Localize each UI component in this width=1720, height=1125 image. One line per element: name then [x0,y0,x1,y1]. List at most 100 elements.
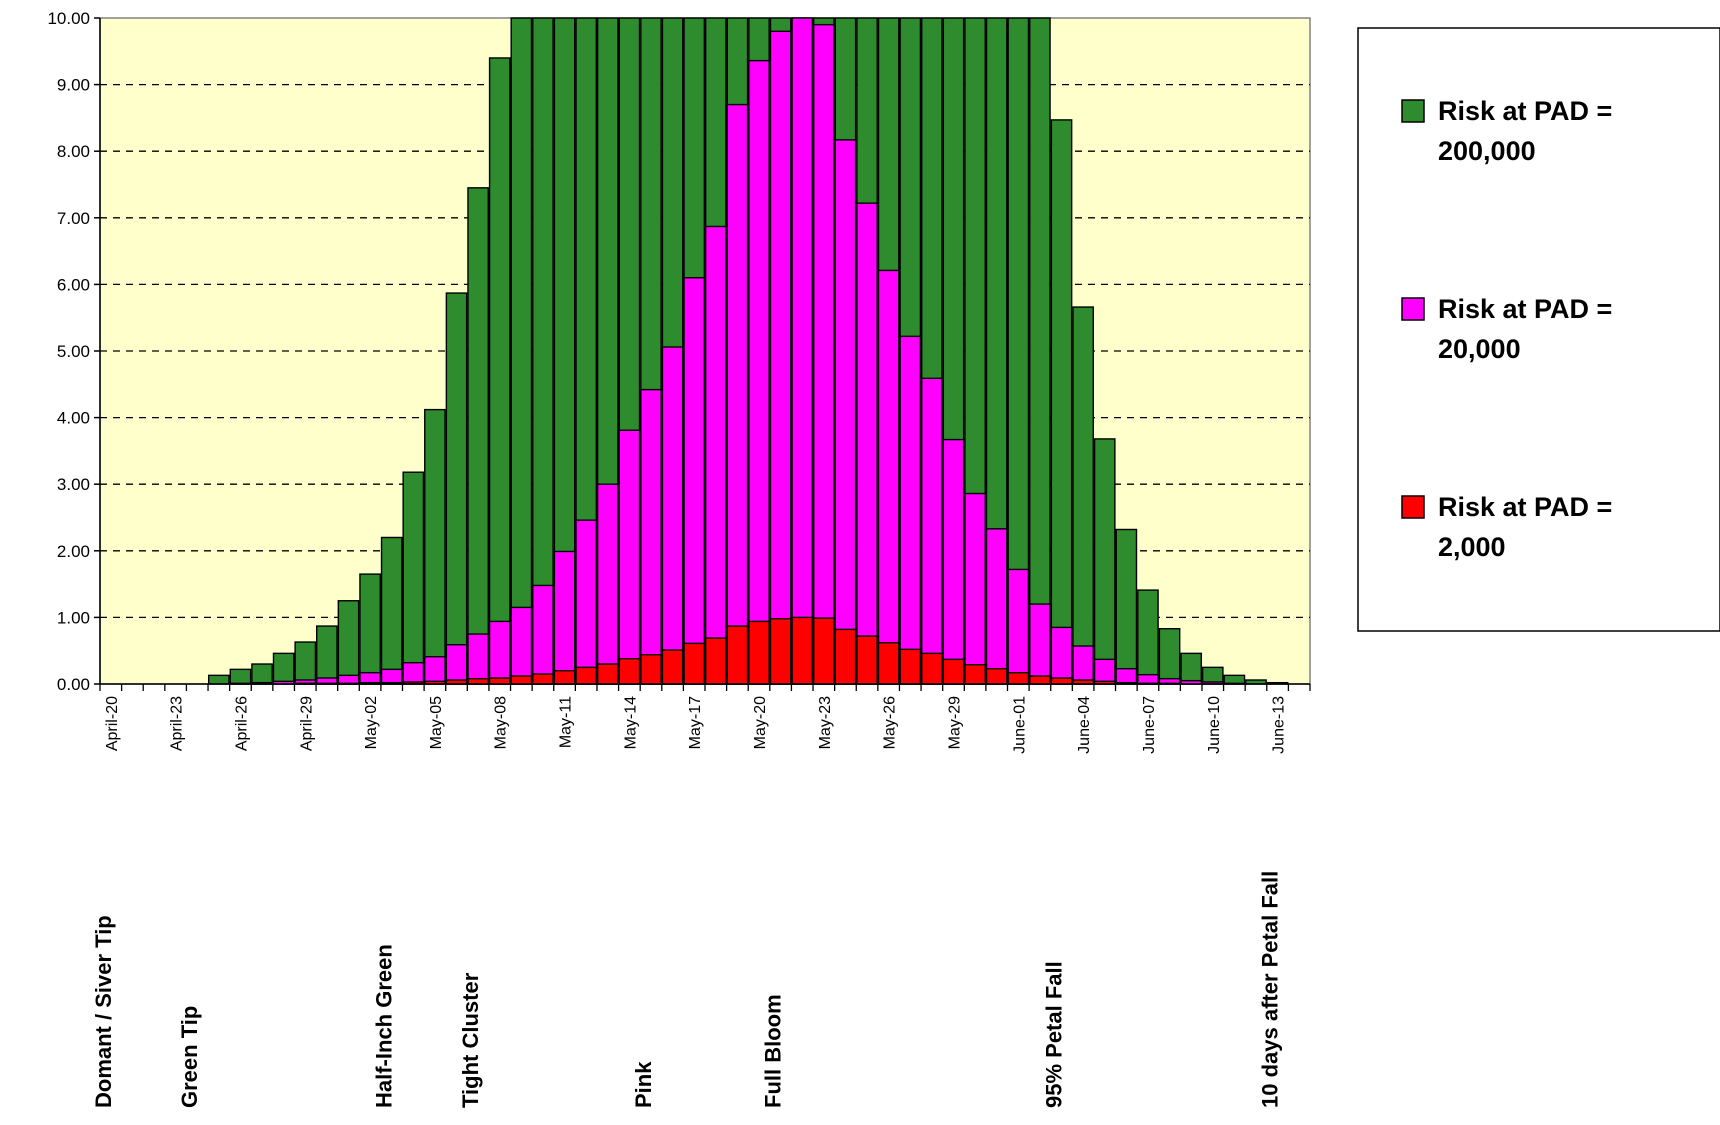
bar [769,30,792,685]
bar [445,644,468,685]
x-tick-label: May-11 [558,696,575,748]
bar [337,600,360,685]
legend-entry: Risk at PAD = 2,000 [1401,492,1612,562]
bar [467,633,489,685]
legend-swatch [1401,495,1425,519]
stage-label: Domant / Siver Tip [91,915,116,1108]
bar [1029,17,1051,685]
bar [1072,306,1094,685]
y-tick-label: 3.00 [57,475,90,494]
bar [834,628,857,685]
bar [1115,528,1138,685]
bar [229,668,252,685]
series-2 [294,616,1181,685]
x-tick-label: June-07 [1141,696,1158,754]
bar [726,625,749,685]
bar [1115,667,1138,685]
bar [575,519,598,685]
bar [467,187,489,685]
legend-label-line2: 20,000 [1438,334,1521,364]
bar [856,202,878,685]
bar [812,23,835,685]
legend-label-line2: 2,000 [1438,532,1506,562]
y-tick-label: 2.00 [57,542,90,561]
stage-labels: Domant / Siver Tip Green Tip Half-Inch Gre… [91,871,1283,1108]
bar [424,408,446,685]
bar [294,641,317,685]
legend-box [1357,27,1720,632]
x-tick-label: June-01 [1011,696,1028,754]
x-tick-label: May-20 [752,696,769,749]
bar [380,668,403,685]
bar [791,17,814,685]
bar [488,620,511,685]
bar [1093,438,1116,685]
series-1 [229,17,1246,685]
y-tick-label: 7.00 [57,209,90,228]
x-tick-label: June-04 [1076,696,1093,754]
bar [445,292,468,685]
bar [251,663,273,685]
bar [769,618,792,685]
bar [791,616,814,685]
bar [921,377,943,685]
x-tick-label: April-26 [233,696,250,751]
y-tick-label: 5.00 [57,342,90,361]
axes [94,17,1311,691]
bar [510,606,533,685]
x-tick-label: May-23 [817,696,834,749]
legend-swatch [1401,297,1425,321]
stage-label: Pink [631,1061,656,1108]
bar [1137,589,1159,685]
bar [575,666,598,685]
bar [596,663,619,685]
bar [748,620,770,685]
bar [1072,645,1094,685]
y-tick-label: 8.00 [57,142,90,161]
legend-label-line1: Risk at PAD = [1438,96,1612,126]
bar [424,655,446,685]
bar [899,335,922,685]
y-tick-label: 9.00 [57,76,90,95]
bar [532,17,554,685]
bar [683,277,706,685]
bar [661,346,684,685]
bar [899,648,922,685]
bar [964,492,986,685]
bar [553,669,576,685]
bar [402,471,425,685]
bar [748,59,770,685]
bar [316,625,338,685]
bar [1029,603,1051,685]
bar [985,528,1008,685]
x-tick-label: May-08 [493,696,510,749]
bar [532,584,554,685]
bar [618,657,641,685]
x-tick-label: April-23 [169,696,186,751]
bar [640,653,662,685]
bar [510,17,533,685]
x-tick-label: May-05 [428,696,445,749]
legend-swatch [1401,99,1425,123]
legend-label-line1: Risk at PAD = [1438,492,1612,522]
bar [921,652,943,685]
bar [726,103,749,685]
bar [1029,675,1051,685]
x-tick-label: June-10 [1206,696,1223,754]
bar [661,649,684,685]
bar [1137,673,1159,685]
bar [207,674,230,685]
bar [640,388,662,685]
bar [812,617,835,685]
stage-label: Tight Cluster [458,972,483,1108]
bar [618,429,641,685]
bar [1050,119,1073,685]
bar [488,677,511,685]
stage-label: Green Tip [177,1006,202,1108]
stage-label: Half-Inch Green [372,944,397,1108]
x-tick-label: May-29 [946,696,963,749]
bar [964,663,986,685]
bar [1050,677,1073,685]
